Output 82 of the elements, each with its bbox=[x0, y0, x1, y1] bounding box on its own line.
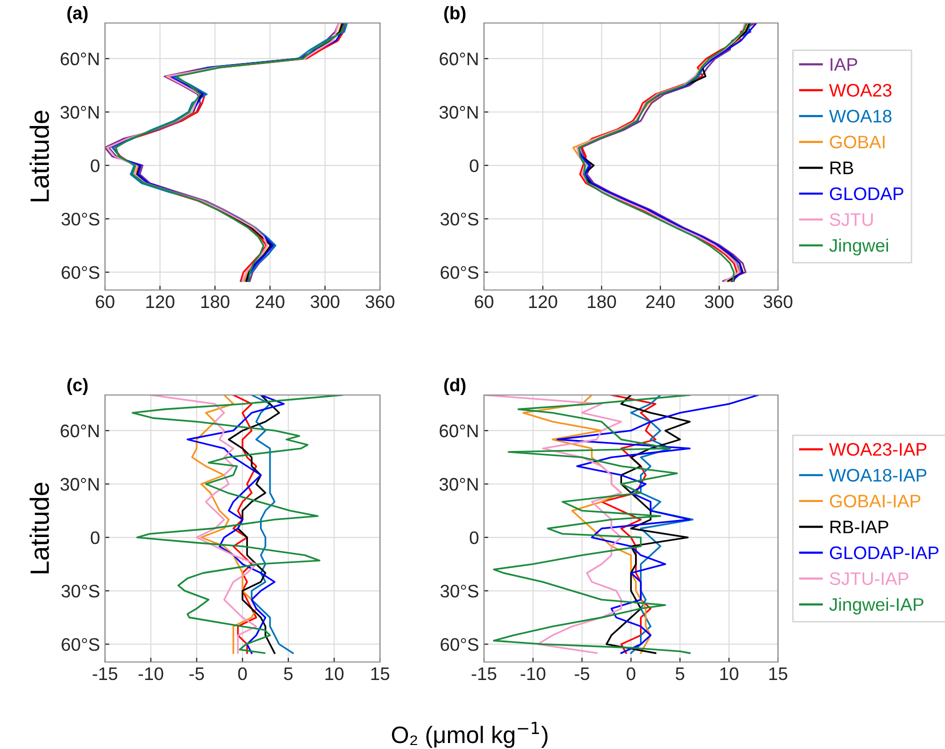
line-series bbox=[191, 395, 258, 654]
chart-title: (b) bbox=[444, 6, 466, 23]
y-tick-label: 30°S bbox=[440, 212, 478, 226]
legend-label: RB bbox=[830, 162, 854, 174]
x-tick-label: 180 bbox=[588, 295, 616, 308]
legend-label: Jingwei bbox=[829, 238, 888, 256]
legend-label: GOBAI bbox=[830, 136, 885, 148]
y-tick-label: 60°N bbox=[60, 52, 99, 66]
y-tick-label: 60°N bbox=[440, 424, 478, 438]
chart-title: (d) bbox=[444, 378, 466, 395]
x-tick-label: 240 bbox=[646, 295, 675, 308]
y-tick-label: 60°S bbox=[440, 266, 478, 279]
x-tick-label: 60 bbox=[96, 295, 114, 308]
legend-label: GLODAP bbox=[830, 187, 904, 200]
x-tick-label: 10 bbox=[326, 667, 344, 680]
y-tick-label: 0 bbox=[90, 159, 100, 172]
legend-label: WOA23 bbox=[829, 84, 892, 97]
line-series bbox=[606, 395, 691, 654]
legend-label: IAP bbox=[830, 58, 858, 71]
x-axis-title: O₂ (μmol kg$^{−1}$) bbox=[392, 722, 548, 748]
y-tick-label: 30°N bbox=[60, 478, 99, 491]
x-tick-label: 15 bbox=[371, 668, 390, 680]
line-series bbox=[150, 395, 258, 654]
line-series bbox=[492, 395, 691, 654]
x-tick-label: 10 bbox=[720, 667, 738, 680]
y-tick-label: 0 bbox=[470, 159, 478, 172]
y-tick-label: 30°S bbox=[61, 584, 100, 598]
legend-label: Jingwei-IAP bbox=[829, 598, 924, 614]
legend-label: GOBAI-IAP bbox=[830, 494, 920, 508]
x-tick-label: 120 bbox=[146, 295, 174, 308]
y-tick-label: 60°S bbox=[62, 266, 100, 279]
x-tick-label: 360 bbox=[764, 295, 792, 308]
legend-label: RB-IAP bbox=[830, 520, 888, 534]
line-series bbox=[630, 395, 694, 654]
x-tick-label: 60 bbox=[474, 295, 494, 308]
line-series bbox=[484, 395, 622, 654]
y-axis-title: Latitude bbox=[30, 110, 50, 202]
line-series bbox=[228, 395, 280, 654]
chart-title: (c) bbox=[67, 378, 88, 395]
y-tick-label: 30°N bbox=[439, 478, 478, 491]
legend-label: WOA18-IAP bbox=[829, 468, 926, 482]
line-series bbox=[600, 395, 656, 654]
y-axis-title: Latitude bbox=[30, 482, 50, 574]
x-tick-label: -10 bbox=[138, 667, 164, 680]
line-series bbox=[186, 395, 285, 654]
x-tick-label: 360 bbox=[366, 295, 394, 308]
line-series bbox=[250, 395, 294, 654]
legend-label: SJTU-IAP bbox=[830, 572, 908, 586]
x-tick-label: 5 bbox=[284, 668, 293, 680]
y-tick-label: 60°S bbox=[440, 638, 478, 651]
x-tick-label: -15 bbox=[92, 668, 118, 680]
x-tick-label: 240 bbox=[256, 295, 284, 308]
y-tick-label: 30°S bbox=[61, 212, 100, 226]
legend-label: WOA18 bbox=[829, 110, 892, 123]
line-series bbox=[556, 395, 760, 654]
y-tick-label: 60°S bbox=[62, 638, 100, 651]
y-tick-label: 0 bbox=[90, 531, 100, 544]
line-series bbox=[132, 395, 344, 654]
x-tick-label: -5 bbox=[574, 668, 590, 680]
x-tick-label: 180 bbox=[201, 295, 230, 308]
x-tick-label: 300 bbox=[310, 295, 340, 308]
x-tick-label: 0 bbox=[238, 667, 247, 680]
x-tick-label: -10 bbox=[520, 667, 546, 680]
x-tick-label: -5 bbox=[189, 668, 204, 680]
line-series bbox=[522, 395, 652, 654]
y-tick-label: 0 bbox=[470, 531, 478, 544]
x-tick-label: 300 bbox=[704, 295, 734, 308]
x-tick-label: -15 bbox=[472, 668, 496, 680]
line-series bbox=[232, 395, 258, 654]
y-tick-label: 30°S bbox=[440, 584, 478, 598]
y-tick-label: 30°N bbox=[60, 106, 99, 119]
x-tick-label: 15 bbox=[769, 668, 788, 680]
y-tick-label: 60°N bbox=[440, 52, 478, 66]
x-tick-label: 0 bbox=[626, 667, 636, 680]
y-tick-label: 30°N bbox=[439, 106, 478, 119]
chart-title: (a) bbox=[67, 6, 88, 23]
x-tick-label: 120 bbox=[529, 295, 558, 308]
legend-label: SJTU bbox=[830, 213, 873, 226]
x-tick-label: 5 bbox=[676, 668, 684, 680]
y-tick-label: 60°N bbox=[60, 424, 99, 438]
legend-label: GLODAP-IAP bbox=[830, 546, 938, 560]
legend-label: WOA23-IAP bbox=[829, 442, 926, 456]
